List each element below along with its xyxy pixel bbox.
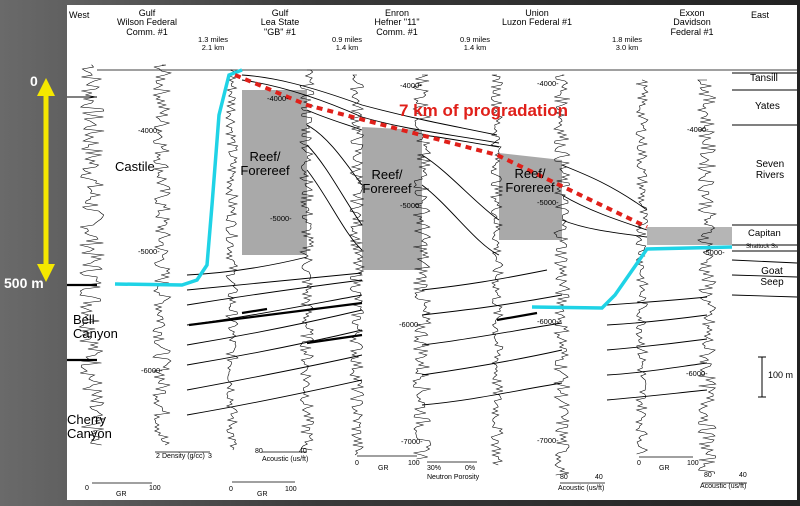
gr-tick-100-w1: 100 <box>149 485 161 492</box>
shelf-margin-line-east <box>531 245 733 310</box>
gr-label-w5: GR <box>659 465 670 472</box>
depth-w1-6000: -6000- <box>141 366 163 375</box>
formation-tops-right <box>732 72 797 252</box>
ac-tick-40-w4: 40 <box>595 474 603 481</box>
unit-goat-seep: Goat Seep <box>760 266 784 288</box>
gr-label-w2: GR <box>257 491 268 498</box>
gr-tick-100-w5: 100 <box>687 460 699 467</box>
depth-w5-4000: -4000- <box>687 125 709 134</box>
distance-4: 1.8 miles 3.0 km <box>611 35 643 52</box>
gr-label-w3: GR <box>378 465 389 472</box>
reef-label-luzon: Reef/ Forereef <box>505 166 555 195</box>
reef-body-lea <box>242 90 307 255</box>
unit-tansill: Tansill <box>750 73 778 84</box>
log-trace <box>152 64 172 446</box>
log-trace <box>635 79 649 455</box>
distance-3: 0.9 miles 1.4 km <box>459 35 491 52</box>
vertical-scale-bar-100m <box>758 356 766 398</box>
well-log-cross-section <box>67 64 797 484</box>
reef-label-hefner: Reef/ Forereef <box>362 167 412 196</box>
well-header-lea: Gulf Lea State "GB" #1 <box>260 8 300 37</box>
reef-body-hefner <box>362 127 422 270</box>
gr-tick-0-w3: 0 <box>355 460 359 467</box>
density-label: Density (g/cc) <box>162 453 205 460</box>
depth-w1-5000: -5000- <box>138 247 160 256</box>
depth-w2-5000: -5000- <box>270 214 292 223</box>
vertical-scale-label: 100 m <box>768 370 794 380</box>
well-header-wilson: Gulf Wilson Federal Comm. #1 <box>116 8 178 37</box>
depth-w3-5000: -5000- <box>400 201 422 210</box>
cross-section-panel: West East Gulf Wilson Federal Comm. #1 G… <box>67 5 797 500</box>
ac-tick-40-w2: 40 <box>299 448 307 455</box>
log-axis-scales <box>92 451 747 484</box>
ac-tick-40-w5: 40 <box>739 472 747 479</box>
progradation-dashed-line <box>234 73 648 229</box>
unit-shattuck: Shattuck Ss <box>746 244 779 250</box>
log-trace <box>299 69 315 451</box>
depth-w4-4000: -4000- <box>537 79 559 88</box>
log-trace <box>225 69 239 451</box>
vertical-scale-arrow <box>37 78 55 282</box>
acoustic-label-w5: Acoustic (us/ft) <box>700 483 747 490</box>
unit-castile: Castile <box>115 159 155 174</box>
log-trace <box>489 74 505 466</box>
well-header-hefner: Enron Hefner "11" Comm. #1 <box>374 8 420 37</box>
ac-tick-80-w5: 80 <box>704 472 712 479</box>
density-tick-2: 2 <box>156 453 160 460</box>
unit-cherry-canyon: Cherry Canyon <box>67 412 112 441</box>
depth-w3-6000: -6000- <box>399 320 421 329</box>
log-trace <box>349 74 365 456</box>
log-trace <box>412 74 432 460</box>
unit-capitan: Capitan <box>748 228 781 239</box>
unit-yates: Yates <box>755 101 780 112</box>
depth-w3-4000: -4000- <box>400 81 422 90</box>
depth-w4-6000: -6000- <box>537 317 559 326</box>
depth-w5-5000: -5000- <box>703 248 725 257</box>
reef-label-lea: Reef/ Forereef <box>240 149 290 178</box>
depth-w3-7000: -7000- <box>401 437 423 446</box>
depth-w4-5000: -5000- <box>537 198 559 207</box>
log-trace <box>696 79 717 475</box>
neutron-tick-30: 30% <box>427 465 442 472</box>
log-trace <box>553 74 571 476</box>
depth-w2-4000: -4000- <box>267 94 289 103</box>
neutron-label: Neutron Porosity <box>427 474 480 481</box>
thick-correlation-lines <box>67 283 538 362</box>
direction-west: West <box>69 10 90 20</box>
distance-2: 0.9 miles 1.4 km <box>331 35 363 52</box>
depth-w4-7000: -7000- <box>537 436 559 445</box>
gr-tick-0-w5: 0 <box>637 460 641 467</box>
capitan-body <box>647 227 732 245</box>
well-log-traces <box>78 64 717 476</box>
gr-label-w1: GR <box>116 491 127 498</box>
ac-tick-80-w2: 80 <box>255 448 263 455</box>
gr-tick-0-w1: 0 <box>85 485 89 492</box>
unit-bell-canyon: Bell Canyon <box>73 312 118 341</box>
shelf-margin-line-west <box>114 68 243 287</box>
log-trace <box>78 64 105 446</box>
unit-seven-rivers: Seven Rivers <box>755 159 785 181</box>
depth-w1-4000: -4000- <box>138 126 160 135</box>
acoustic-label-w2: Acoustic (us/ft) <box>262 456 309 463</box>
well-header-davidson: Exxon Davidson Federal #1 <box>670 8 714 37</box>
scale-top-label: 0 <box>30 73 38 89</box>
gr-tick-0-w2: 0 <box>229 486 233 493</box>
gr-tick-100-w3: 100 <box>408 460 420 467</box>
gr-tick-100-w2: 100 <box>285 486 297 493</box>
acoustic-label-w4: Acoustic (us/ft) <box>558 485 605 492</box>
progradation-annotation: 7 km of progradation <box>399 101 569 120</box>
depth-w5-6000: -6000- <box>686 369 708 378</box>
scale-bottom-label: 500 m <box>4 275 44 291</box>
ac-tick-80-w4: 80 <box>560 474 568 481</box>
reef-body-luzon <box>499 153 562 240</box>
distance-1: 1.3 miles 2.1 km <box>197 35 229 52</box>
well-header-luzon: Union Luzon Federal #1 <box>501 8 573 28</box>
neutron-tick-0: 0% <box>465 465 476 472</box>
direction-east: East <box>751 10 770 20</box>
density-tick-3: 3 <box>208 453 212 460</box>
